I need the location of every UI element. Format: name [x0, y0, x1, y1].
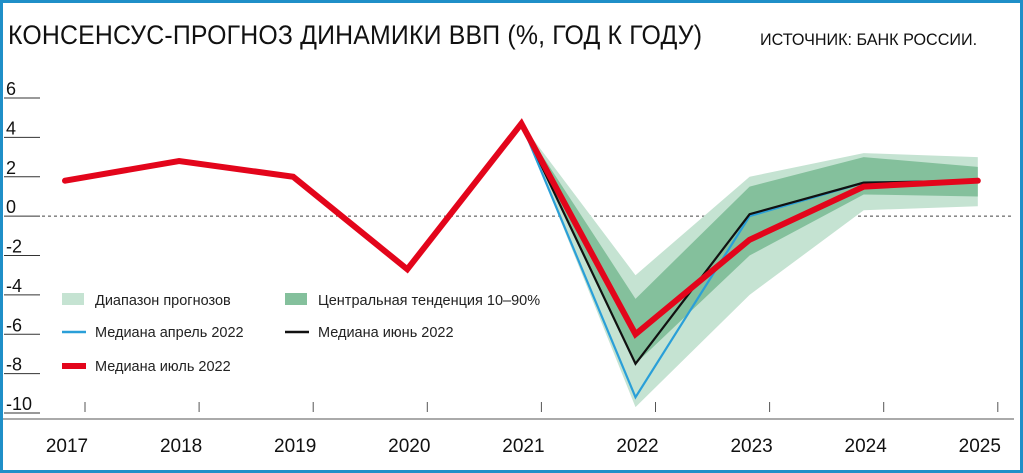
x-tick-label: 2025	[959, 436, 1001, 457]
legend-range-swatch	[62, 293, 84, 305]
y-tick-label: 2	[6, 158, 16, 178]
x-tick-label: 2022	[616, 436, 658, 457]
y-tick-label: -10	[6, 394, 32, 414]
x-tick-label: 2017	[46, 436, 88, 457]
x-tick-label: 2020	[388, 436, 430, 457]
y-tick-label: -2	[6, 237, 22, 257]
x-tick-label: 2019	[274, 436, 316, 457]
legend-july-label: Медиана июль 2022	[95, 359, 231, 375]
y-tick-label: -8	[6, 355, 22, 375]
y-tick-label: 0	[6, 197, 16, 217]
chart-source: ИСТОЧНИК: БАНК РОССИИ.	[760, 30, 978, 49]
legend-central-label: Центральная тенденция 10–90%	[318, 293, 540, 309]
legend-june-label: Медиана июнь 2022	[318, 325, 454, 341]
x-tick-label: 2023	[730, 436, 772, 457]
legend-central-swatch	[285, 293, 307, 305]
y-tick-label: -4	[6, 276, 22, 296]
legend-range-label: Диапазон прогнозов	[95, 293, 231, 309]
x-tick-label: 2018	[160, 436, 202, 457]
y-tick-label: 4	[6, 118, 16, 138]
y-tick-label: -6	[6, 315, 22, 335]
x-tick-label: 2021	[502, 436, 544, 457]
x-tick-label: 2024	[845, 436, 888, 457]
chart-title: КОНСЕНСУС-ПРОГНОЗ ДИНАМИКИ ВВП (%, ГОД К…	[8, 20, 703, 50]
legend-april-label: Медиана апрель 2022	[95, 325, 244, 341]
y-tick-label: 6	[6, 79, 16, 99]
